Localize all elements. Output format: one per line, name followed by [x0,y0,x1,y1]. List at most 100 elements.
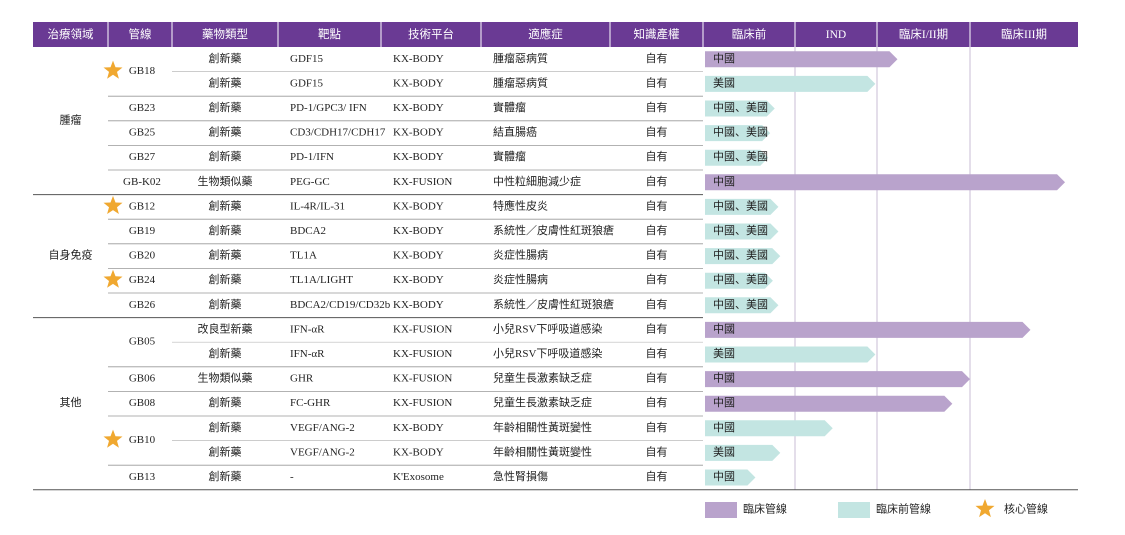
cell-target: BDCA2 [290,225,326,237]
cell-target: GDF15 [290,53,324,65]
pipeline-code: GB13 [129,471,156,483]
cell-ip: 自有 [646,321,668,335]
pipeline-code: GB24 [129,274,156,286]
cell-target: TL1A [290,250,317,262]
cell-type: 創新藥 [209,100,242,114]
cell-indication: 炎症性腸病 [493,248,548,262]
cell-type: 創新藥 [209,75,242,89]
cell-indication: 實體瘤 [493,149,526,163]
bar-region: 中國 [713,175,735,188]
cell-ip: 自有 [646,248,668,262]
pipeline-code: GB10 [129,434,156,446]
header-cell: IND [826,29,846,41]
cell-platform: KX-BODY [393,151,444,163]
cell-indication: 系統性／皮膚性紅斑狼瘡 [493,223,614,237]
progress-bar [705,174,1066,191]
cell-target: IFN-αR [290,323,325,335]
cell-indication: 兒童生長激素缺乏症 [493,371,592,385]
cell-platform: KX-FUSION [393,323,452,335]
cell-target: BDCA2/CD19/CD32b [290,299,391,311]
header-cell: 技術平台 [408,27,454,41]
cell-platform: KX-BODY [393,446,444,458]
header-cell: 適應症 [528,27,563,41]
bar-region: 中國、美國 [713,224,768,237]
bar-region: 中國、美國 [713,298,768,311]
cell-platform: KX-FUSION [393,373,452,385]
bar-region: 美國 [713,76,735,89]
cell-ip: 自有 [646,346,668,360]
cell-platform: KX-BODY [393,77,444,89]
cell-type: 創新藥 [209,223,242,237]
progress-bar [705,420,833,437]
pipeline-code: GB05 [129,336,156,348]
legend-star [975,499,995,518]
progress-bar [705,346,876,363]
bar-region: 中國、美國 [713,150,768,163]
legend-label: 核心管線 [1004,502,1048,516]
header-cell: 臨床I/II期 [899,27,948,41]
pipeline-code: GB26 [129,299,156,311]
cell-indication: 急性腎損傷 [493,469,548,483]
pipeline-code: GB18 [129,65,156,77]
cell-ip: 自有 [646,149,668,163]
cell-ip: 自有 [646,198,668,212]
bar-region: 中國 [713,421,735,434]
cell-ip: 自有 [646,100,668,114]
cell-ip: 自有 [646,125,668,139]
cell-type: 改良型新藥 [198,321,253,335]
pipeline-code: GB25 [129,127,156,139]
cell-type: 創新藥 [209,346,242,360]
bar-region: 中國、美國 [713,126,768,139]
header-cell: 知識產權 [634,27,680,41]
progress-bar [705,371,970,388]
cell-target: GDF15 [290,77,324,89]
pipeline-code: GB23 [129,102,156,114]
cell-ip: 自有 [646,174,668,188]
cell-ip: 自有 [646,395,668,409]
legend-swatch [838,502,870,518]
cell-indication: 系統性／皮膚性紅斑狼瘡 [493,297,614,311]
progress-bar [705,149,769,166]
cell-indication: 結直腸癌 [493,125,537,139]
cell-type: 創新藥 [209,198,242,212]
cell-platform: KX-FUSION [393,348,452,360]
progress-bar [705,248,781,265]
bar-region: 中國、美國 [713,273,768,286]
cell-type: 創新藥 [209,420,242,434]
bar-region: 中國、美國 [713,199,768,212]
pipeline-code: GB12 [129,200,155,212]
bar-region: 中國 [713,322,735,335]
cell-target: TL1A/LIGHT [290,274,353,286]
progress-bar [705,75,876,92]
bar-region: 中國 [713,396,735,409]
cell-target: VEGF/ANG-2 [290,446,355,458]
header-cell: 臨床前 [732,27,767,41]
cell-platform: KX-BODY [393,127,444,139]
cell-indication: 實體瘤 [493,100,526,114]
cell-indication: 腫瘤惡病質 [493,51,548,65]
cell-indication: 特應性皮炎 [493,198,548,212]
cell-indication: 年齡相關性黃斑變性 [493,420,592,434]
cell-platform: KX-BODY [393,225,444,237]
legend-label: 臨床前管線 [876,502,931,516]
cell-ip: 自有 [646,469,668,483]
cell-target: VEGF/ANG-2 [290,422,355,434]
cell-platform: KX-BODY [393,274,444,286]
cell-platform: KX-BODY [393,299,444,311]
cell-type: 生物類似藥 [198,371,253,385]
cell-platform: KX-BODY [393,200,444,212]
cell-platform: KX-FUSION [393,397,452,409]
cell-type: 創新藥 [209,248,242,262]
cell-type: 生物類似藥 [198,174,253,188]
cell-type: 創新藥 [209,149,242,163]
pipeline-code: GB27 [129,151,156,163]
cell-platform: KX-BODY [393,53,444,65]
cell-indication: 小兒RSV下呼吸道感染 [493,321,602,335]
bar-region: 中國、美國 [713,101,768,114]
progress-bar [705,100,775,117]
cell-indication: 中性粒細胞減少症 [493,174,581,188]
cell-platform: KX-BODY [393,102,444,114]
cell-ip: 自有 [646,223,668,237]
cell-target: PEG-GC [290,176,330,188]
cell-ip: 自有 [646,444,668,458]
